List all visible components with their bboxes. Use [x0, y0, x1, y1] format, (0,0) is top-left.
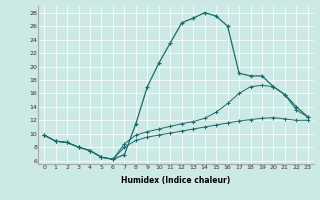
X-axis label: Humidex (Indice chaleur): Humidex (Indice chaleur) [121, 176, 231, 185]
